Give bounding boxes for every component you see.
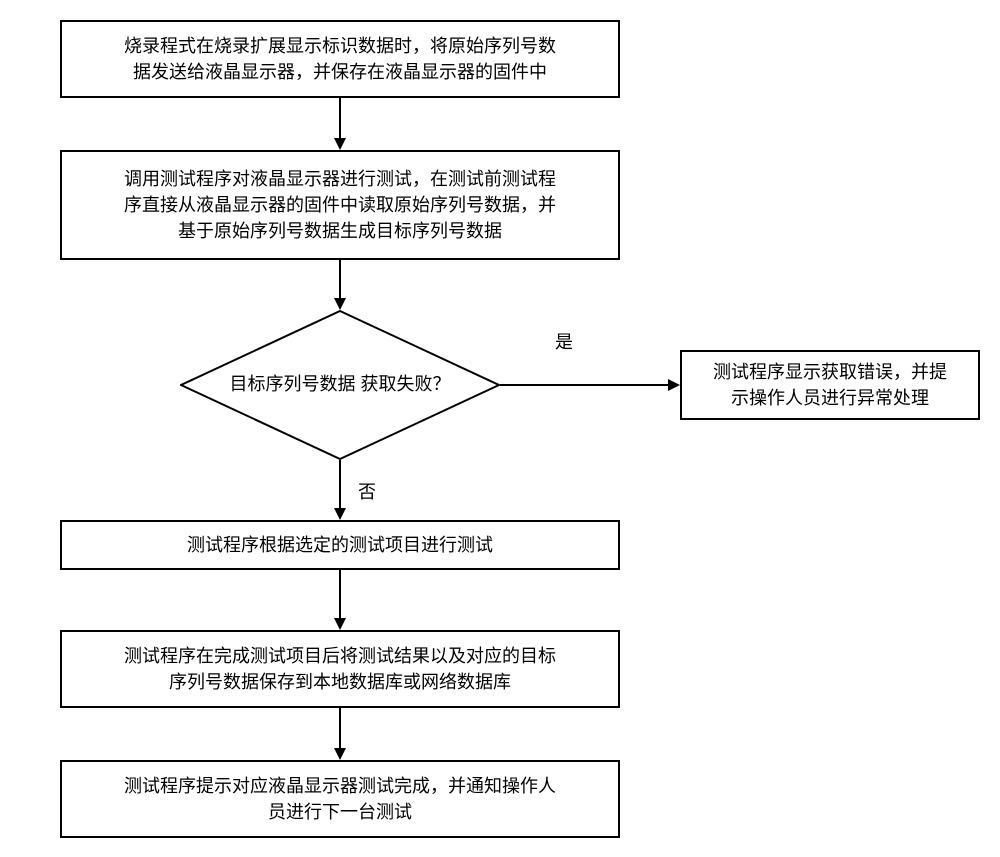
arrow-5-6 <box>330 708 350 760</box>
arrow-4-5 <box>330 570 350 630</box>
step-burn-firmware: 烧录程式在烧录扩展显示标识数据时，将原始序列号数 据发送给液晶显示器，并保存在液… <box>60 20 620 98</box>
step-save-results: 测试程序在完成测试项目后将测试结果以及对应的目标 序列号数据保存到本地数据库或网… <box>60 630 620 708</box>
step-error-prompt: 测试程序显示获取错误，并提 示操作人员进行异常处理 <box>680 350 980 420</box>
edge-label-yes: 是 <box>555 328 573 354</box>
step-text: 调用测试程序对液晶显示器进行测试，在测试前测试程 序直接从液晶显示器的固件中读取… <box>124 166 556 244</box>
step-text: 烧录程式在烧录扩展显示标识数据时，将原始序列号数 据发送给液晶显示器，并保存在液… <box>124 33 556 85</box>
arrow-1-2 <box>330 98 350 150</box>
decision-fetch-failed: 目标序列号数据 获取失败？ <box>180 310 500 460</box>
arrow-d1-n4 <box>330 460 350 520</box>
step-read-serial: 调用测试程序对液晶显示器进行测试，在测试前测试程 序直接从液晶显示器的固件中读取… <box>60 150 620 260</box>
step-text: 测试程序显示获取错误，并提 示操作人员进行异常处理 <box>713 359 947 411</box>
arrow-2-d1 <box>330 260 350 310</box>
step-run-tests: 测试程序根据选定的测试项目进行测试 <box>60 520 620 570</box>
edge-label-no: 否 <box>358 478 376 504</box>
arrow-d1-n3 <box>500 375 680 395</box>
step-text: 测试程序提示对应液晶显示器测试完成，并通知操作人 员进行下一台测试 <box>124 773 556 825</box>
step-text: 测试程序在完成测试项目后将测试结果以及对应的目标 序列号数据保存到本地数据库或网… <box>124 643 556 695</box>
step-complete: 测试程序提示对应液晶显示器测试完成，并通知操作人 员进行下一台测试 <box>60 760 620 838</box>
decision-text: 目标序列号数据 获取失败？ <box>230 372 451 397</box>
flowchart-canvas: 烧录程式在烧录扩展显示标识数据时，将原始序列号数 据发送给液晶显示器，并保存在液… <box>0 0 1000 857</box>
step-text: 测试程序根据选定的测试项目进行测试 <box>187 532 493 558</box>
